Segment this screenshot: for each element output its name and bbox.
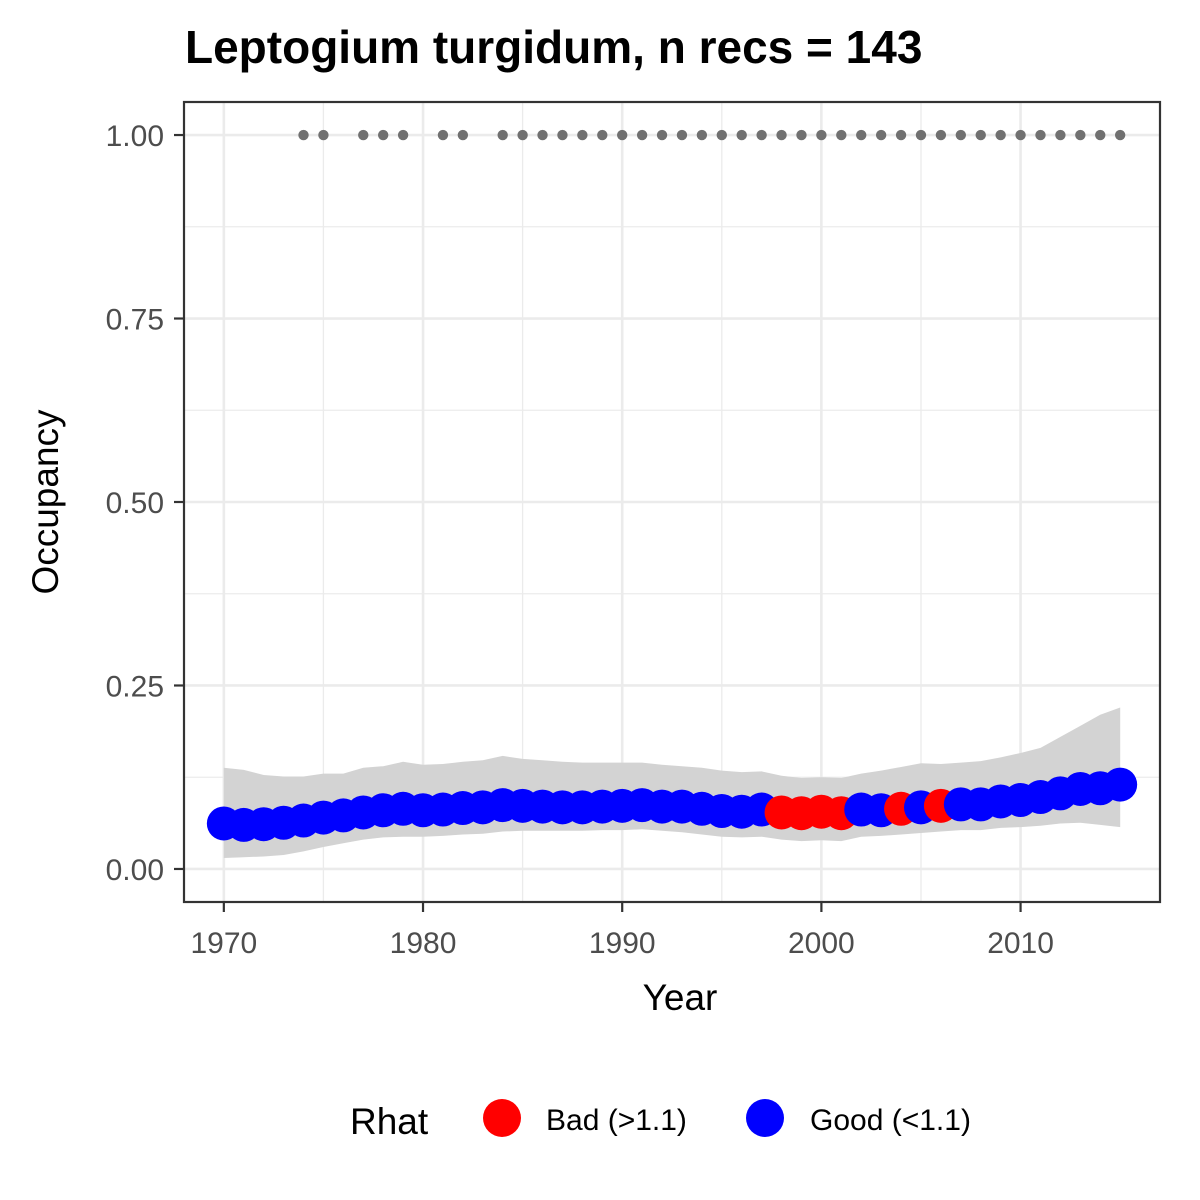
- x-tick-label: 1970: [190, 927, 257, 960]
- record-point: [736, 129, 747, 141]
- x-axis-title: Year: [643, 977, 718, 1018]
- y-tick-label: 0.25: [106, 670, 164, 703]
- y-tick-label: 0.00: [106, 854, 164, 887]
- record-point: [497, 129, 508, 141]
- record-point: [836, 129, 847, 141]
- record-point: [1055, 129, 1066, 141]
- record-point: [318, 129, 329, 141]
- record-point: [457, 129, 469, 141]
- legend-key-good: [746, 1099, 784, 1137]
- legend-label-good: Good (<1.1): [810, 1104, 971, 1137]
- y-tick-label: 0.75: [106, 304, 164, 337]
- x-tick-label: 1980: [390, 927, 457, 960]
- record-point: [636, 129, 648, 141]
- legend-label-bad: Bad (>1.1): [546, 1104, 687, 1137]
- record-point: [358, 129, 369, 141]
- record-point: [1035, 129, 1046, 141]
- legend-items: Bad (>1.1) Good (<1.1): [483, 1099, 971, 1137]
- legend-title: Rhat: [350, 1101, 429, 1142]
- record-point: [696, 129, 708, 141]
- record-point: [517, 129, 528, 141]
- x-tick-label: 1990: [589, 927, 656, 960]
- record-point: [298, 129, 309, 141]
- record-point: [915, 129, 927, 141]
- record-point: [617, 129, 628, 141]
- record-point: [1075, 129, 1086, 141]
- record-point: [377, 129, 389, 141]
- record-point: [1015, 129, 1026, 141]
- record-point: [557, 129, 568, 141]
- record-point: [397, 129, 409, 141]
- record-point: [955, 129, 967, 141]
- record-point: [1114, 129, 1126, 141]
- record-point: [437, 129, 449, 141]
- occupancy-point-good: [1103, 767, 1138, 802]
- x-tick-label: 2010: [987, 927, 1054, 960]
- record-point: [935, 129, 947, 141]
- record-point: [995, 129, 1006, 141]
- y-tick-label: 1.00: [106, 120, 164, 153]
- record-point: [895, 129, 907, 141]
- record-point: [656, 129, 668, 141]
- record-point: [816, 129, 827, 141]
- record-point: [856, 129, 867, 141]
- legend-key-bad: [483, 1099, 521, 1137]
- record-points: [298, 129, 1126, 141]
- chart-title: Leptogium turgidum, n recs = 143: [185, 21, 922, 73]
- record-point: [975, 129, 986, 141]
- legend: Rhat Bad (>1.1) Good (<1.1): [350, 1099, 971, 1142]
- occupancy-points: [206, 767, 1138, 842]
- record-point: [1095, 129, 1106, 141]
- y-tick-label: 0.50: [106, 487, 164, 520]
- record-point: [776, 129, 787, 141]
- record-point: [875, 129, 887, 141]
- record-point: [796, 129, 807, 141]
- x-tick-label: 2000: [788, 927, 855, 960]
- y-axis: 0.00 0.25 0.50 0.75 1.00: [106, 120, 184, 887]
- x-axis: 1970 1980 1990 2000 2010: [190, 902, 1054, 960]
- y-axis-title: Occupancy: [25, 409, 66, 595]
- record-point: [597, 129, 608, 141]
- record-point: [577, 129, 588, 141]
- plot-area: [182, 100, 1162, 904]
- record-point: [756, 129, 767, 141]
- record-point: [676, 129, 688, 141]
- record-point: [716, 129, 727, 141]
- record-point: [537, 129, 548, 141]
